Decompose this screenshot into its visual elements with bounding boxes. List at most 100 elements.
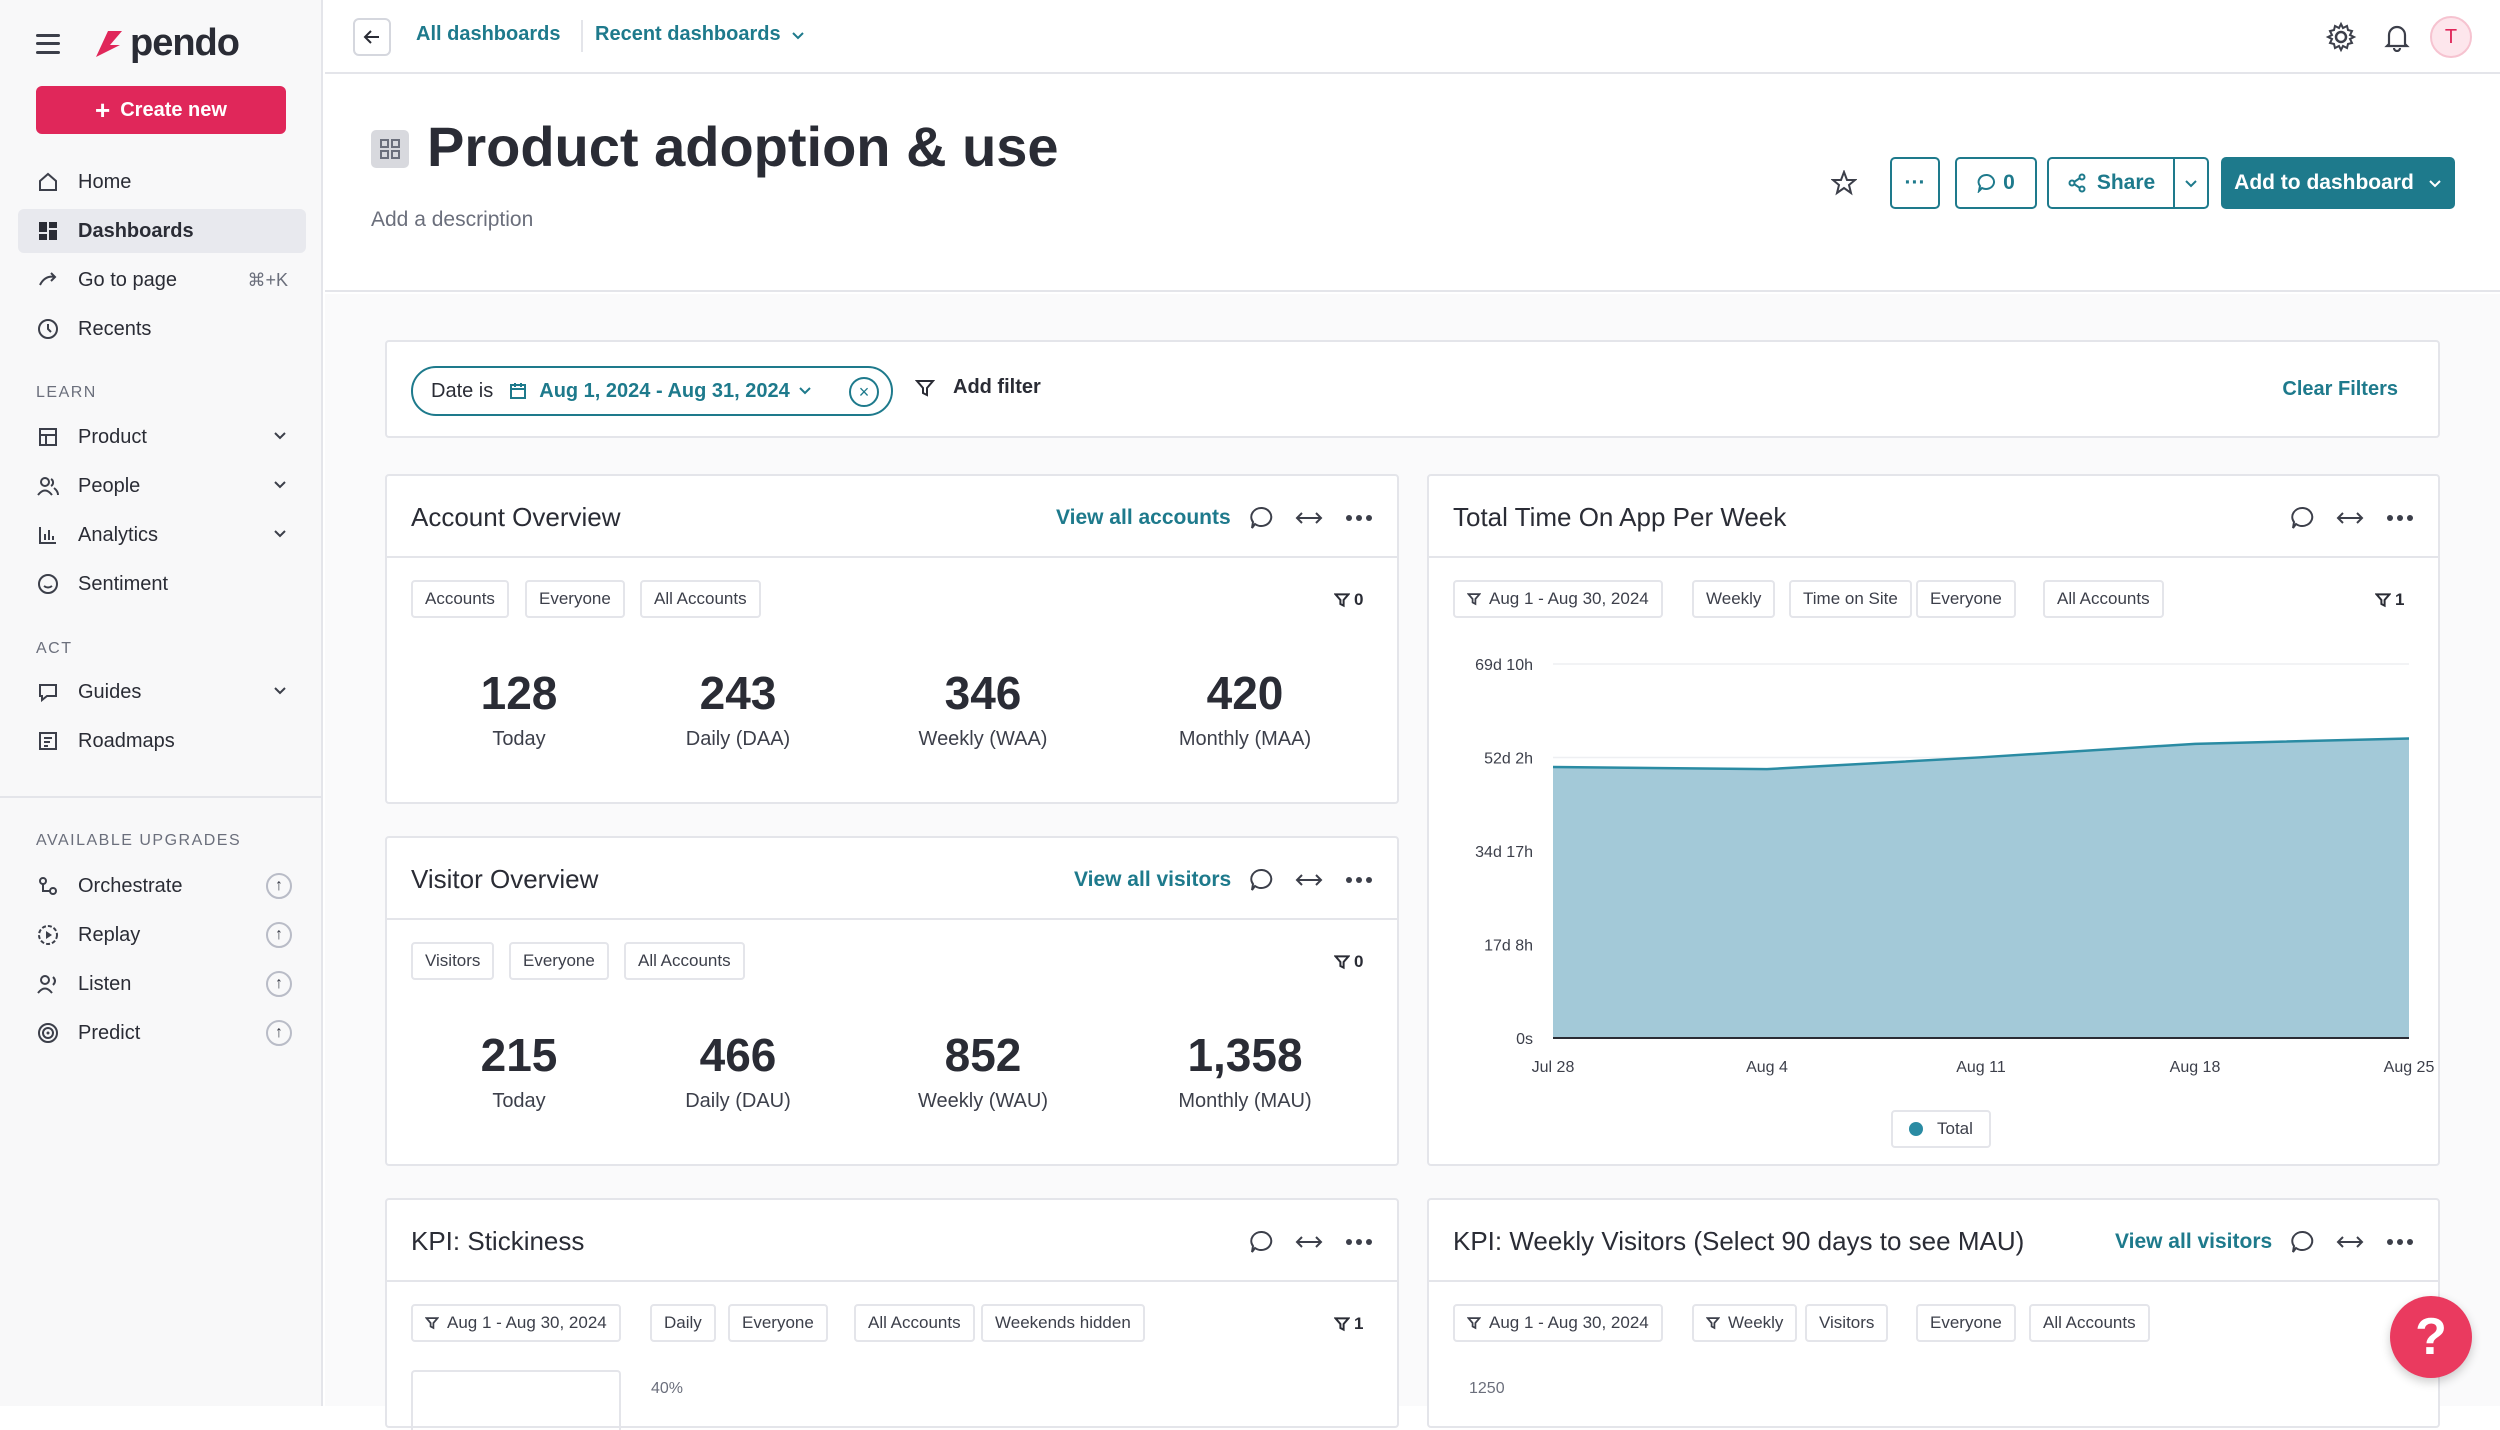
back-button[interactable] [353, 18, 391, 56]
filter-count[interactable]: 0 [1334, 952, 1363, 972]
breadcrumb-all-dashboards[interactable]: All dashboards [416, 23, 561, 45]
segment-chip[interactable]: All Accounts [640, 580, 761, 618]
segment-chip[interactable]: Everyone [728, 1304, 828, 1342]
comment-icon[interactable] [1245, 863, 1279, 897]
expand-icon[interactable] [2333, 501, 2367, 535]
sidebar-item-roadmaps[interactable]: Roadmaps [18, 719, 306, 763]
more-icon[interactable] [1342, 1225, 1376, 1259]
comment-icon[interactable] [2286, 501, 2320, 535]
segment-chip[interactable]: Everyone [1916, 1304, 2016, 1342]
date-range-chip[interactable]: Aug 1 - Aug 30, 2024 [411, 1304, 621, 1342]
segment-chip[interactable]: All Accounts [2029, 1304, 2150, 1342]
expand-icon[interactable] [1292, 501, 1326, 535]
clear-filters-link[interactable]: Clear Filters [2282, 378, 2398, 400]
breadcrumb-recent-dashboards[interactable]: Recent dashboards [595, 23, 805, 46]
create-new-button[interactable]: + Create new [36, 86, 286, 134]
sidebar-item-people[interactable]: People [18, 464, 306, 508]
segment-chip[interactable]: Time on Site [1789, 580, 1912, 618]
metric-label: Today [492, 728, 546, 750]
more-icon[interactable] [2383, 1225, 2417, 1259]
share-button[interactable]: Share [2047, 157, 2175, 209]
view-all-accounts-link[interactable]: View all accounts [1056, 506, 1231, 529]
sidebar-item-go-to-page[interactable]: Go to page ⌘+K [18, 258, 306, 302]
segment-chip[interactable]: Daily [650, 1304, 716, 1342]
expand-icon[interactable] [1292, 863, 1326, 897]
sidebar-item-product[interactable]: Product [18, 415, 306, 459]
more-icon[interactable] [1342, 863, 1376, 897]
page-title[interactable]: Product adoption & use [427, 115, 1059, 178]
card-title: KPI: Weekly Visitors (Select 90 days to … [1453, 1226, 2025, 1256]
segment-chip[interactable]: Visitors [1805, 1304, 1889, 1342]
plus-icon: + [95, 95, 111, 125]
more-icon[interactable] [1342, 501, 1376, 535]
metric-today: 215 Today [399, 1028, 639, 1113]
dashboard-content: Date is Aug 1, 2024 - Aug 31, 2024 × Add… [325, 294, 2500, 1430]
segment-chip[interactable]: Weekly [1692, 580, 1776, 618]
metric-value: 128 [480, 667, 558, 719]
chevron-down-icon [272, 476, 288, 497]
segment-chip[interactable]: Weekends hidden [981, 1304, 1145, 1342]
comment-icon[interactable] [1245, 501, 1279, 535]
series-area-total [1553, 738, 2409, 1038]
description-field[interactable]: Add a description [371, 208, 534, 231]
filter-icon [1334, 955, 1350, 970]
sidebar-top: pendo [36, 22, 240, 65]
more-options-button[interactable]: ··· [1890, 157, 1940, 209]
sidebar-item-orchestrate[interactable]: Orchestrate ↑ [18, 864, 306, 908]
favorite-button[interactable] [1827, 166, 1861, 200]
date-filter-label: Date is [431, 379, 494, 402]
chart-legend[interactable]: Total [1891, 1110, 1991, 1148]
sidebar-item-recents[interactable]: Recents [18, 307, 306, 351]
sidebar-item-label: Predict [78, 1021, 141, 1044]
filter-count[interactable]: 1 [1334, 1314, 1363, 1334]
menu-icon[interactable] [36, 33, 60, 54]
comment-icon[interactable] [1245, 1225, 1279, 1259]
guides-icon [36, 680, 60, 704]
clear-date-filter-icon[interactable]: × [849, 377, 879, 407]
pendo-logo[interactable]: pendo [92, 22, 240, 65]
segment-chip[interactable]: Everyone [509, 942, 609, 980]
add-filter-button[interactable]: Add filter [915, 376, 1041, 399]
add-to-dashboard-button[interactable]: Add to dashboard [2221, 157, 2455, 209]
notifications-button[interactable] [2380, 20, 2414, 54]
sidebar-item-guides[interactable]: Guides [18, 670, 306, 714]
sidebar-item-replay[interactable]: Replay ↑ [18, 913, 306, 957]
filter-count[interactable]: 1 [2375, 590, 2404, 610]
share-dropdown-button[interactable] [2173, 157, 2209, 209]
help-button[interactable]: ? [2390, 1296, 2472, 1378]
sidebar-item-analytics[interactable]: Analytics [18, 513, 306, 557]
sidebar-item-listen[interactable]: Listen ↑ [18, 962, 306, 1006]
segment-chip[interactable]: Everyone [525, 580, 625, 618]
segment-chip[interactable]: Visitors [411, 942, 495, 980]
sidebar-item-sentiment[interactable]: Sentiment [18, 562, 306, 606]
segment-chip[interactable]: Everyone [1916, 580, 2016, 618]
segment-chip[interactable]: All Accounts [624, 942, 745, 980]
sidebar-item-predict[interactable]: Predict ↑ [18, 1011, 306, 1055]
view-all-visitors-link[interactable]: View all visitors [1074, 868, 1232, 891]
sidebar-item-home[interactable]: Home [18, 160, 306, 204]
date-range-chip[interactable]: Aug 1 - Aug 30, 2024 [1453, 580, 1663, 618]
chevron-down-icon [791, 31, 804, 39]
settings-button[interactable] [2324, 20, 2358, 54]
metric-value: 243 [699, 667, 777, 719]
user-avatar[interactable]: T [2430, 16, 2472, 58]
y-tick-label: 0s [1516, 1031, 1533, 1048]
upgrade-arrow-icon: ↑ [266, 971, 292, 997]
expand-icon[interactable] [1292, 1225, 1326, 1259]
sidebar-item-dashboards[interactable]: Dashboards [18, 209, 306, 253]
expand-icon[interactable] [2333, 1225, 2367, 1259]
comment-icon[interactable] [2286, 1225, 2320, 1259]
interval-chip[interactable]: Weekly [1692, 1304, 1798, 1342]
sidebar-item-label: Orchestrate [78, 874, 183, 897]
segment-chip[interactable]: All Accounts [2043, 580, 2164, 618]
date-filter-pill[interactable]: Date is Aug 1, 2024 - Aug 31, 2024 × [411, 366, 893, 416]
segment-chip[interactable]: Accounts [411, 580, 509, 618]
card-title: Visitor Overview [411, 864, 599, 894]
segment-chip[interactable]: All Accounts [854, 1304, 975, 1342]
comments-count: 0 [2003, 171, 2015, 194]
view-all-visitors-link[interactable]: View all visitors [2115, 1230, 2273, 1253]
comments-button[interactable]: 0 [1955, 157, 2037, 209]
date-range-chip[interactable]: Aug 1 - Aug 30, 2024 [1453, 1304, 1663, 1342]
more-icon[interactable] [2383, 501, 2417, 535]
filter-count[interactable]: 0 [1334, 590, 1363, 610]
